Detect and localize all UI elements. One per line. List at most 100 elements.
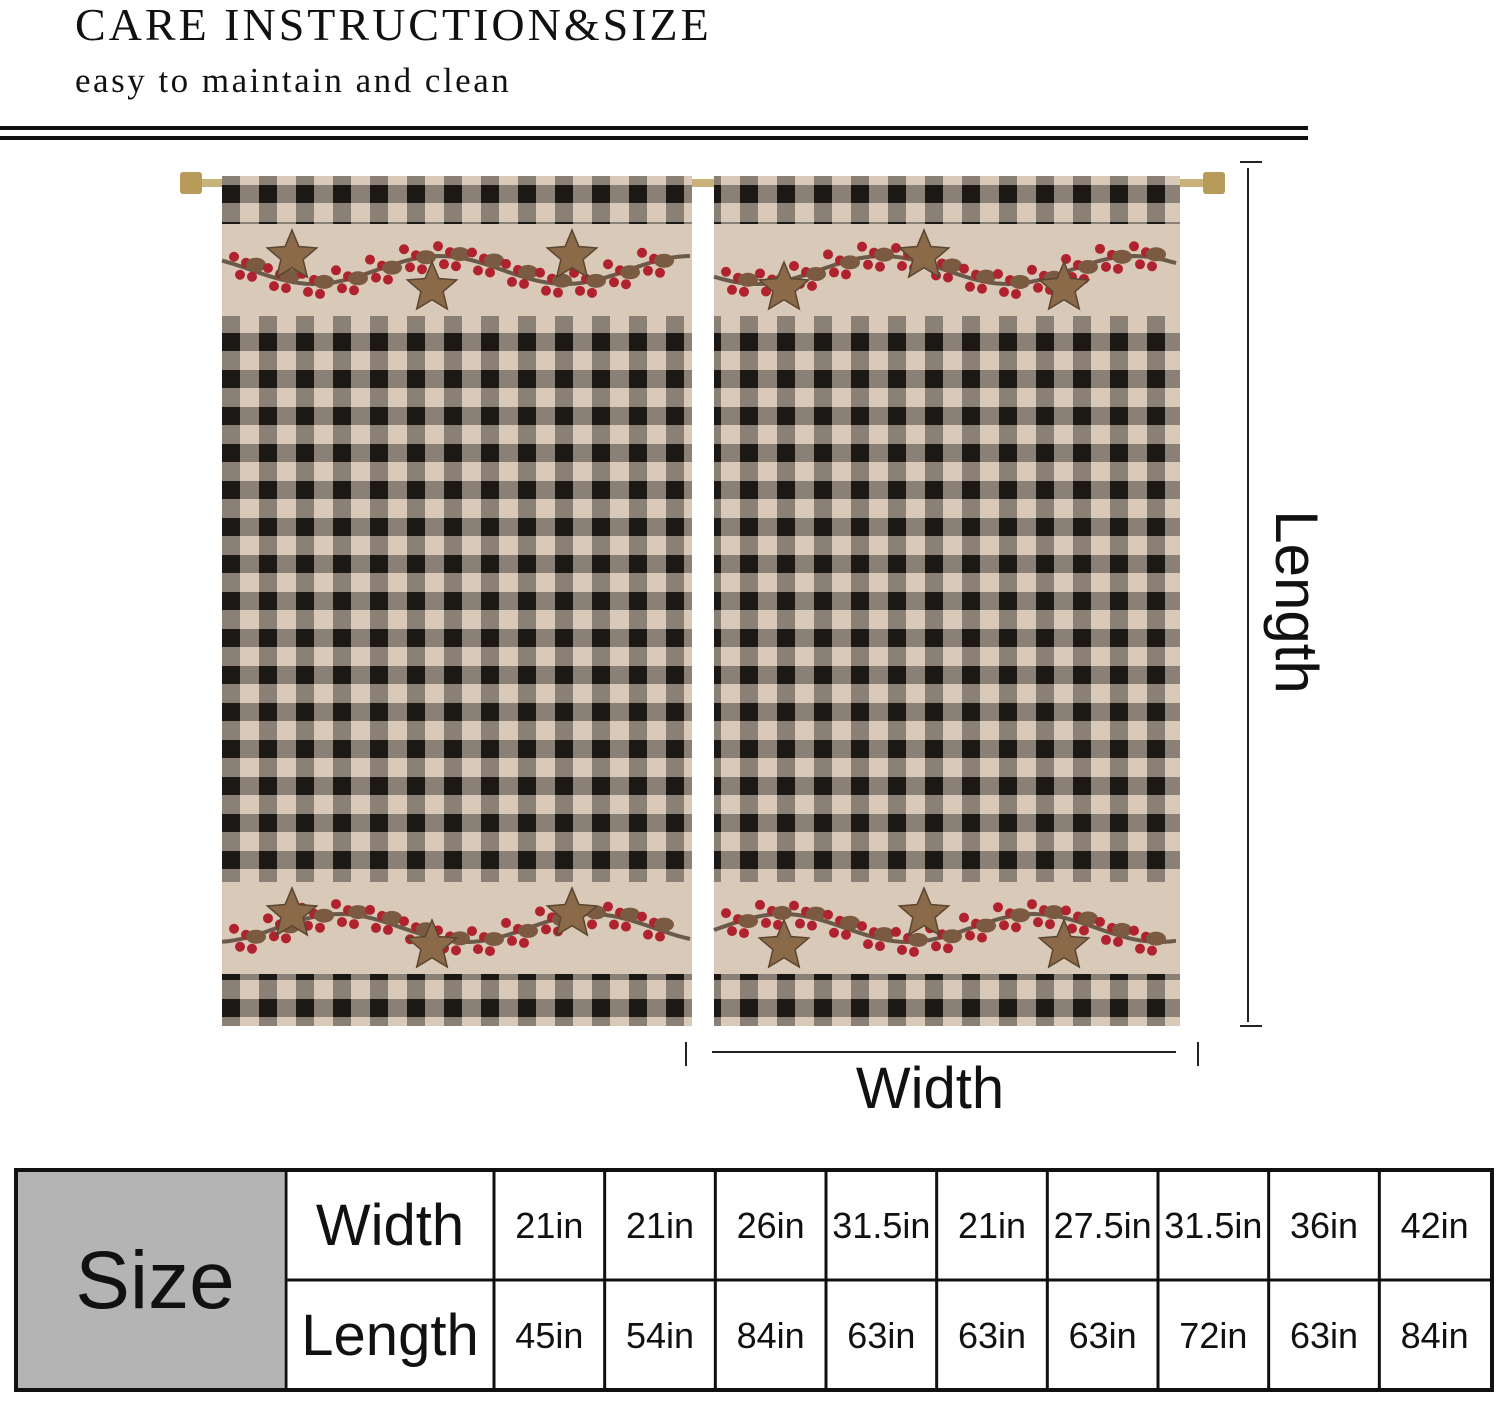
berry <box>473 265 483 276</box>
corner-label: Size <box>75 1235 235 1326</box>
berry <box>473 944 483 955</box>
size-cell: 63in <box>958 1315 1026 1356</box>
berry <box>621 921 631 932</box>
row-label: Width <box>316 1193 464 1258</box>
berry <box>365 904 375 915</box>
size-cell: 27.5in <box>1054 1205 1152 1246</box>
title: CARE INSTRUCTION&SIZE <box>75 0 712 50</box>
berry <box>841 929 851 940</box>
berry <box>999 920 1009 931</box>
curtains <box>180 172 1225 1026</box>
berry <box>451 261 461 272</box>
pinecone <box>976 269 996 284</box>
size-cell: 21in <box>515 1205 583 1246</box>
berry <box>1113 263 1123 274</box>
berry <box>609 277 619 288</box>
pinecone <box>1112 922 1132 937</box>
berry <box>823 909 833 920</box>
berry <box>337 917 347 928</box>
pinecone <box>552 273 572 288</box>
berry <box>331 265 341 276</box>
pinecone <box>314 908 334 923</box>
berry <box>371 272 381 283</box>
berry <box>857 921 867 932</box>
berry <box>235 269 245 280</box>
row-label: Length <box>301 1303 478 1368</box>
pinecone <box>738 272 758 287</box>
berry <box>315 922 325 933</box>
size-cell: 21in <box>626 1205 694 1246</box>
berry <box>807 920 817 931</box>
berry <box>959 912 969 923</box>
pinecone <box>246 929 266 944</box>
berry <box>789 260 799 271</box>
star-ornament <box>757 260 811 311</box>
star-ornament <box>265 228 319 279</box>
pinecone <box>840 915 860 930</box>
berry <box>281 283 291 294</box>
pinecone <box>1044 905 1064 920</box>
pinecone <box>586 273 606 288</box>
berry <box>643 265 653 276</box>
berry <box>637 911 647 922</box>
berry <box>349 919 359 930</box>
berry <box>1095 916 1105 927</box>
star-ornament <box>897 228 951 279</box>
size-cell: 31.5in <box>832 1205 930 1246</box>
pinecone <box>772 905 792 920</box>
berry <box>727 926 737 937</box>
berry <box>541 924 551 935</box>
pinecone <box>484 932 504 947</box>
rod-end <box>1203 172 1225 194</box>
size-cell: 72in <box>1179 1315 1247 1356</box>
berry <box>909 946 919 957</box>
berry <box>1027 264 1037 275</box>
size-cell: 31.5in <box>1164 1205 1262 1246</box>
berry <box>1061 253 1071 264</box>
dimension-lines <box>685 161 1262 1066</box>
pinecone <box>1078 259 1098 274</box>
divider <box>0 126 1308 130</box>
pinecone <box>416 250 436 265</box>
berry <box>739 928 749 939</box>
berry <box>229 923 239 934</box>
size-cell: 84in <box>737 1315 805 1356</box>
pinecone <box>1078 911 1098 926</box>
berry <box>891 926 901 937</box>
berry <box>739 286 749 297</box>
berry <box>993 902 1003 913</box>
pinecone <box>246 257 266 272</box>
size-cell: 36in <box>1290 1205 1358 1246</box>
berry <box>507 935 517 946</box>
berry <box>603 259 613 270</box>
pinecone <box>1146 247 1166 262</box>
berry <box>655 931 665 942</box>
pinecone <box>806 906 826 921</box>
berry <box>331 899 341 910</box>
berry <box>553 287 563 298</box>
berry <box>1147 945 1157 956</box>
berry <box>587 919 597 930</box>
berry <box>485 946 495 957</box>
berry <box>761 917 771 928</box>
size-cell: 54in <box>626 1315 694 1356</box>
berry <box>863 939 873 950</box>
berry <box>755 899 765 910</box>
berry <box>467 247 477 258</box>
berry <box>965 281 975 292</box>
berry <box>535 906 545 917</box>
berry <box>875 941 885 952</box>
berry <box>433 241 443 252</box>
size-cell: 21in <box>958 1205 1026 1246</box>
berry <box>727 284 737 295</box>
table-border <box>14 1168 1494 1392</box>
berry <box>829 927 839 938</box>
pinecone <box>450 247 470 262</box>
berry <box>281 933 291 944</box>
berry <box>269 281 279 292</box>
berry <box>417 264 427 275</box>
berry <box>1033 282 1043 293</box>
berry <box>467 926 477 937</box>
berry <box>875 261 885 272</box>
